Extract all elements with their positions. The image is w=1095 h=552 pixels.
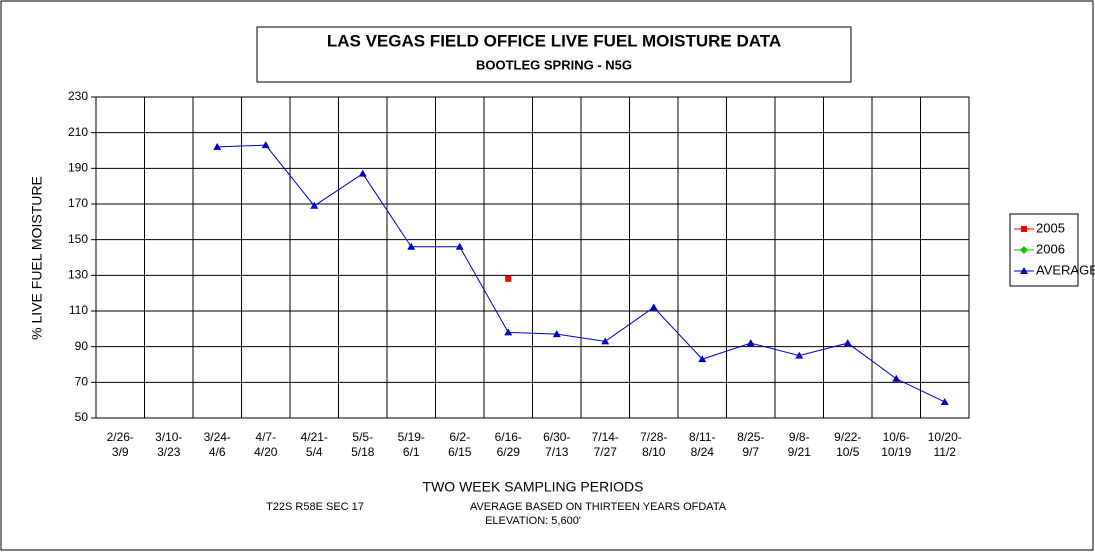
data-point (261, 141, 270, 149)
x-tick-label: 6/30- 7/13 (543, 430, 571, 459)
legend-label: 2006 (1036, 241, 1065, 256)
x-tick-label: 5/5- 5/18 (351, 430, 375, 459)
x-tick-label: 10/6- 10/19 (881, 430, 912, 459)
x-tick-label: 10/20- 11/2 (927, 430, 962, 459)
y-tick-label: 50 (75, 410, 89, 424)
x-tick-label: 9/22- 10/5 (834, 430, 862, 459)
legend-label: AVERAGE (1036, 262, 1095, 277)
chart-subtitle: BOOTLEG SPRING - N5G (476, 57, 632, 72)
y-tick-label: 230 (68, 89, 88, 103)
data-point (795, 351, 804, 359)
x-tick-label: 7/28- 8/10 (640, 430, 668, 459)
x-tick-label: 6/2- 6/15 (448, 430, 472, 459)
data-point (601, 337, 610, 345)
y-tick-label: 170 (68, 196, 88, 210)
title-box (256, 26, 852, 83)
data-point (407, 242, 416, 250)
x-tick-label: 3/10- 3/23 (155, 430, 183, 459)
data-point (213, 142, 222, 150)
x-tick-label: 3/24- 4/6 (203, 430, 231, 459)
x-tick-label: 9/8- 9/21 (787, 430, 811, 459)
legend-label: 2005 (1036, 220, 1065, 235)
data-point (698, 355, 707, 363)
legend-marker (1020, 267, 1028, 274)
y-tick-label: 190 (68, 161, 88, 175)
data-point (310, 201, 319, 209)
y-axis-label: % LIVE FUEL MOISTURE (29, 176, 45, 340)
x-axis-label: TWO WEEK SAMPLING PERIODS (423, 479, 644, 495)
series-line (217, 144, 945, 403)
legend-marker (1020, 246, 1028, 254)
note: ELEVATION: 5,600' (485, 515, 581, 527)
y-tick-label: 210 (68, 125, 88, 139)
x-tick-label: 4/21- 5/4 (300, 430, 328, 459)
y-tick-label: 70 (75, 375, 89, 389)
legend-marker (1021, 226, 1027, 232)
y-tick-label: 150 (68, 232, 88, 246)
x-tick-label: 8/11- 8/24 (689, 430, 716, 459)
data-point (940, 397, 949, 405)
plot-border (95, 96, 970, 419)
x-tick-label: 6/16- 6/29 (494, 430, 522, 459)
data-point (505, 275, 512, 282)
data-point (746, 339, 755, 347)
data-point (455, 242, 464, 250)
x-tick-label: 5/19- 6/1 (397, 430, 425, 459)
data-point (358, 169, 367, 177)
data-point (843, 339, 852, 347)
data-point (552, 330, 561, 338)
x-tick-label: 7/14- 7/27 (591, 430, 619, 459)
data-point (892, 374, 901, 382)
y-tick-label: 90 (75, 339, 89, 353)
note: AVERAGE BASED ON THIRTEEN YEARS OFDATA (470, 501, 727, 513)
note: T22S R58E SEC 17 (266, 501, 364, 513)
data-point (649, 303, 658, 311)
x-tick-label: 4/7- 4/20 (254, 430, 278, 459)
y-tick-label: 130 (68, 268, 88, 282)
chart-title: LAS VEGAS FIELD OFFICE LIVE FUEL MOISTUR… (327, 31, 781, 50)
data-point (504, 328, 513, 336)
x-tick-label: 8/25- 9/7 (737, 430, 765, 459)
x-tick-label: 2/26- 3/9 (106, 430, 134, 459)
y-tick-label: 110 (69, 303, 88, 317)
